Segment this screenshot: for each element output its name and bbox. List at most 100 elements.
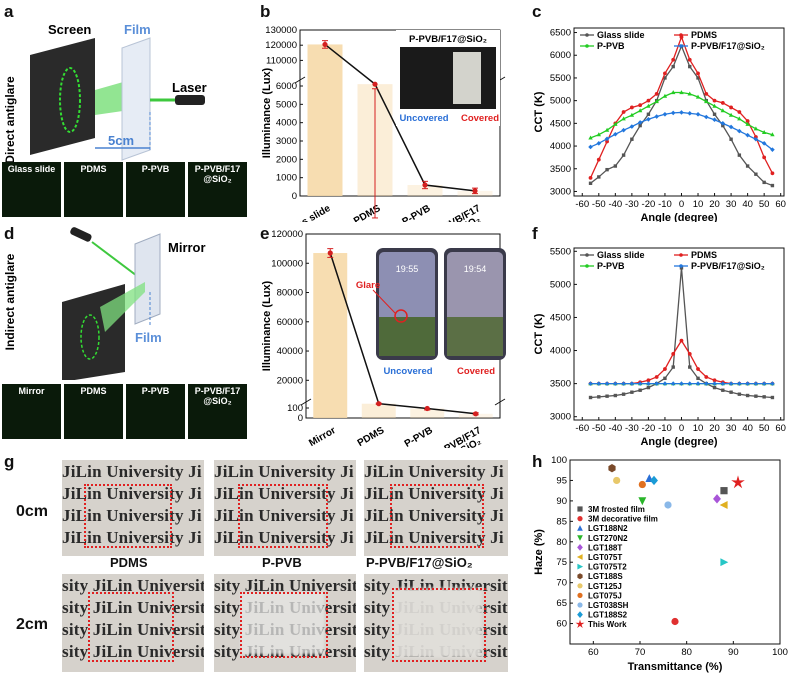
series-marker — [646, 112, 651, 116]
legend-label: LGT038SH — [588, 601, 629, 610]
series-marker — [670, 110, 676, 116]
legend-label: PDMS — [691, 30, 717, 40]
x-tick-label: @SiO₂ — [451, 436, 484, 448]
series-marker — [687, 351, 692, 356]
panel-label-h: h — [532, 452, 543, 471]
series-marker — [605, 394, 609, 398]
series-marker — [646, 103, 651, 108]
series-marker — [696, 367, 700, 371]
series-marker — [720, 108, 726, 113]
row-label-2cm: 2cm — [16, 616, 49, 633]
series-marker — [695, 381, 701, 386]
series-marker — [638, 123, 642, 128]
x-tick-label: 90 — [728, 647, 739, 658]
series-marker — [696, 71, 700, 76]
phone-time-left: 19:55 — [396, 264, 419, 274]
data-point — [472, 188, 478, 194]
series-marker — [754, 172, 758, 176]
photo-2cm-p-pvb-f17: sity JiLin University JiLi sity JiLin Un… — [364, 574, 508, 672]
y-tick-label: 60 — [556, 619, 567, 630]
series-marker — [703, 381, 709, 386]
series-marker — [712, 112, 717, 116]
thumb-pdms: PDMS — [64, 162, 123, 217]
y-tick-label: 3500 — [550, 379, 571, 390]
x-tick-label: 30 — [726, 423, 737, 434]
y-tick-label: 65 — [556, 598, 567, 609]
inset-label-covered: Covered — [461, 113, 499, 124]
series-marker — [770, 395, 775, 400]
series-marker — [679, 90, 684, 95]
series-marker — [762, 155, 767, 160]
series-marker — [696, 376, 700, 381]
series-marker — [770, 171, 775, 176]
panel-label-a: a — [4, 2, 14, 21]
bar — [307, 44, 343, 196]
panel-d-side-label: Indirect antiglare — [3, 253, 17, 350]
legend-label: LGT075T — [588, 553, 622, 562]
marker-diamond — [577, 544, 583, 551]
marker-circle — [664, 501, 672, 509]
photo-0cm-p-pvb-f17: JiLin University Ji JiLin University Ji … — [364, 460, 508, 556]
series-marker — [688, 64, 692, 69]
panel-g: 0cm 2cm PDMS P-PVB P-PVB/F17@SiO₂ JiLin … — [0, 448, 530, 677]
chart-c: 3000 3500 4000 4500 5000 5500 6000 6500 -60 -50 -4… — [533, 27, 786, 222]
panel-label-d: d — [4, 224, 15, 243]
legend-label: LGT125J — [588, 582, 622, 591]
series-marker — [770, 147, 775, 152]
legend-label: Glass slide — [597, 30, 645, 40]
thumb-p-pvb: P-PVB — [126, 162, 185, 217]
data-point — [327, 250, 333, 256]
laser-beam — [95, 80, 130, 115]
bar — [410, 408, 445, 418]
legend-label: 3M decorative film — [588, 515, 658, 524]
panel-label-c: c — [532, 2, 542, 21]
series-marker — [654, 114, 659, 119]
x-tick-label: 50 — [759, 423, 770, 434]
series-marker — [597, 395, 601, 399]
trend-line — [324, 43, 476, 192]
bar — [361, 403, 396, 418]
x-tick-label: 50 — [759, 199, 770, 210]
series-marker — [729, 390, 733, 394]
legend-marker — [679, 264, 683, 268]
inset-bright-area — [453, 52, 481, 104]
series-marker — [671, 90, 676, 95]
series-marker — [695, 94, 701, 99]
x-tick-label: P-PVB — [401, 203, 433, 222]
series-marker — [728, 124, 734, 130]
series-marker — [613, 121, 618, 126]
series-marker — [703, 114, 709, 120]
series-marker — [654, 99, 659, 104]
x-tick-label: 0 — [679, 423, 684, 434]
x-tick-label: 60 — [588, 647, 599, 658]
legend-marker — [679, 33, 683, 37]
series-marker — [704, 375, 709, 379]
series-marker — [613, 164, 618, 168]
x-tick-label: 100 — [772, 647, 788, 658]
data-point — [473, 411, 479, 417]
series-marker — [712, 385, 717, 390]
x-tick-label: -20 — [642, 423, 656, 434]
photo-0cm-pdms: JiLin University Ji JiLin University Ji … — [62, 460, 204, 556]
x-tick-label: PDMS — [352, 203, 383, 222]
series-marker — [588, 181, 593, 185]
panel-a-screen-label: Screen — [48, 22, 91, 37]
series-marker — [663, 76, 667, 80]
y-tick-label: 20000 — [277, 375, 303, 386]
series-marker — [720, 381, 726, 386]
series-marker — [770, 132, 775, 137]
x-tick-label: -30 — [625, 423, 639, 434]
series-marker — [654, 375, 659, 379]
series-marker — [770, 183, 775, 188]
axis-break-mark — [294, 76, 306, 84]
marker-circle — [613, 476, 621, 485]
legend-label: LGT270N2 — [588, 534, 628, 543]
x-tick-label: 70 — [635, 647, 646, 658]
x-tick-label: -50 — [592, 199, 606, 210]
x-tick-label: -40 — [608, 199, 622, 210]
series-marker — [621, 110, 626, 114]
y-axis-title: Illuminance (Lux) — [261, 280, 273, 371]
col-label-p-pvb-f17: P-PVB/F17@SiO₂ — [366, 555, 473, 570]
x-tick-label: -20 — [642, 199, 656, 210]
legend-label: P-PVB — [597, 41, 625, 51]
